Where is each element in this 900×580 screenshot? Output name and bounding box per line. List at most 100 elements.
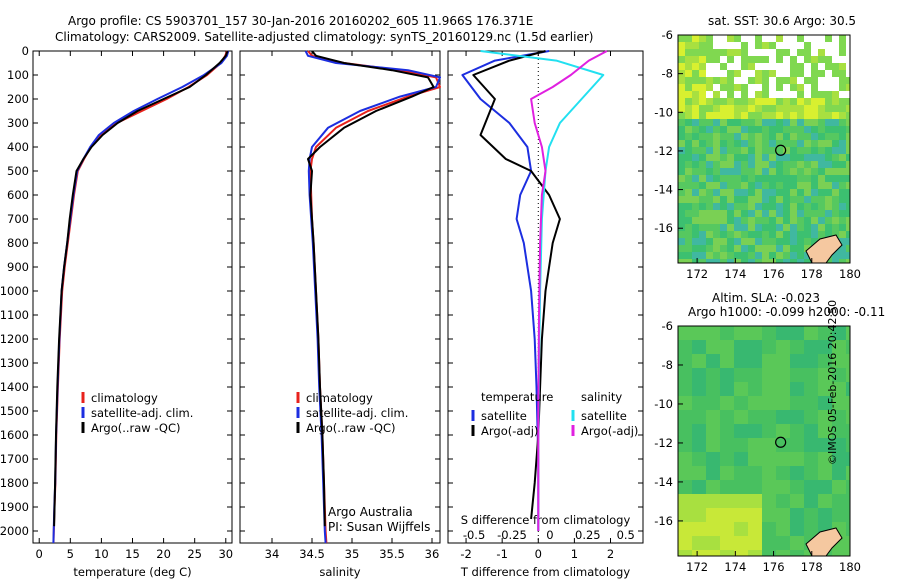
map-cell xyxy=(839,189,846,196)
map-cell xyxy=(776,168,783,175)
map-cell xyxy=(832,189,839,196)
map-cell xyxy=(706,56,713,63)
map-cell xyxy=(755,70,762,77)
x-tick-label-salinity: 36 xyxy=(425,547,440,561)
map-cell xyxy=(678,42,685,49)
map-cell xyxy=(755,91,762,98)
map-cell xyxy=(685,189,692,196)
map-cell xyxy=(692,340,706,354)
map-cell xyxy=(797,42,804,49)
map-cell xyxy=(818,63,825,70)
map-cell xyxy=(832,452,846,466)
map-cell xyxy=(706,259,713,263)
map-cell xyxy=(804,56,811,63)
legend-label: Argo(..raw -QC) xyxy=(306,421,396,435)
map-cell xyxy=(678,466,692,480)
map-cell xyxy=(776,56,783,63)
map-cell xyxy=(734,147,741,154)
lon-tick-label: 174 xyxy=(724,267,746,281)
map-cell xyxy=(706,182,713,189)
map-cell xyxy=(734,154,741,161)
map-cell xyxy=(755,56,762,63)
map-cell xyxy=(762,161,769,168)
map-cell xyxy=(748,550,762,556)
series-line-argo---raw--qc- xyxy=(307,50,435,527)
map-cell xyxy=(769,112,776,119)
x-axis-label-salinity: salinity xyxy=(319,565,360,579)
map-cell xyxy=(846,259,850,263)
series-line-satellite-adj--clim- xyxy=(304,50,441,544)
map-cell xyxy=(818,224,825,231)
map-cell xyxy=(699,217,706,224)
map-cell xyxy=(748,368,762,382)
map-cell xyxy=(685,42,692,49)
map-cell xyxy=(790,438,804,452)
map-cell xyxy=(804,147,811,154)
map-cell xyxy=(699,77,706,84)
map-cell xyxy=(846,238,850,245)
x-tick-label-temperature: 20 xyxy=(156,547,171,561)
map-cell xyxy=(692,147,699,154)
map-cell xyxy=(755,49,762,56)
map-cell xyxy=(727,35,734,42)
map-cell xyxy=(748,189,755,196)
map-cell xyxy=(685,56,692,63)
map-cell xyxy=(692,35,699,42)
map-cell xyxy=(762,42,769,49)
map-cell xyxy=(706,140,713,147)
lat-tick-label: -10 xyxy=(654,397,673,411)
map-cell xyxy=(692,154,699,161)
map-cell xyxy=(720,203,727,210)
map-cell xyxy=(762,508,776,522)
map-cell xyxy=(706,550,720,556)
map-cell xyxy=(804,203,811,210)
map-cell xyxy=(846,84,850,91)
map-cell xyxy=(720,56,727,63)
map-cell xyxy=(706,161,713,168)
map-cell xyxy=(846,466,850,480)
map-cell xyxy=(748,438,762,452)
map-cell xyxy=(762,119,769,126)
map-cell xyxy=(762,466,776,480)
lat-tick-label: -12 xyxy=(654,436,673,450)
map-sst xyxy=(678,35,850,263)
map-cell xyxy=(818,217,825,224)
map-cell xyxy=(811,224,818,231)
map-cell xyxy=(783,147,790,154)
map-cell xyxy=(748,259,755,263)
map-cell xyxy=(783,63,790,70)
map-cell xyxy=(748,84,755,91)
map-cell xyxy=(804,70,811,77)
map-cell xyxy=(692,119,699,126)
map-cell xyxy=(825,161,832,168)
map-cell xyxy=(706,98,713,105)
map-cell xyxy=(811,203,818,210)
map-cell xyxy=(692,522,706,536)
map-cell xyxy=(776,98,783,105)
map-cell xyxy=(692,196,699,203)
map-cell xyxy=(748,35,755,42)
map-cell xyxy=(797,147,804,154)
map-cell xyxy=(734,189,741,196)
map-cell xyxy=(832,396,846,410)
map-cell xyxy=(692,438,706,452)
map-cell xyxy=(818,56,825,63)
map-cell xyxy=(769,203,776,210)
map-cell xyxy=(783,35,790,42)
map-cell xyxy=(776,396,790,410)
map-cell xyxy=(832,147,839,154)
map-cell xyxy=(678,217,685,224)
map-cell xyxy=(678,182,685,189)
map-cell xyxy=(762,480,776,494)
map-cell xyxy=(804,140,811,147)
map-cell xyxy=(776,154,783,161)
map-cell xyxy=(804,252,811,259)
map-cell xyxy=(713,112,720,119)
map-cell xyxy=(734,550,748,556)
map-cell xyxy=(720,536,734,550)
map-cell xyxy=(741,224,748,231)
map-cell xyxy=(804,231,811,238)
map-cell xyxy=(734,382,748,396)
map-cell xyxy=(825,84,832,91)
map-cell xyxy=(818,466,832,480)
